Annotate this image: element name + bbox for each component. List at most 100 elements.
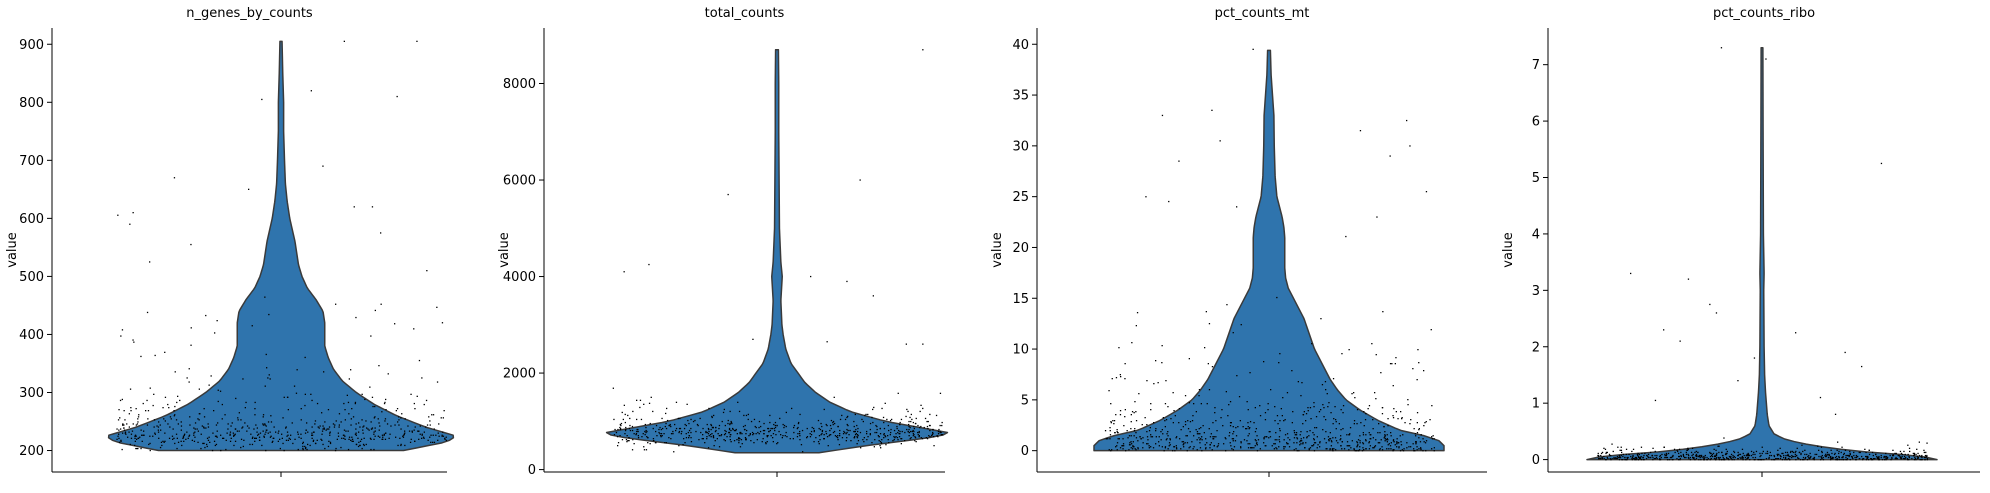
data-point xyxy=(1367,408,1369,410)
data-point xyxy=(750,420,753,423)
data-point xyxy=(1362,434,1365,436)
data-point xyxy=(1323,407,1325,409)
data-point xyxy=(876,431,878,434)
data-point xyxy=(1212,436,1214,438)
data-point xyxy=(397,421,399,423)
data-point xyxy=(1722,456,1724,459)
data-point-outlier xyxy=(1861,365,1863,368)
data-point xyxy=(1845,459,1847,461)
data-point xyxy=(708,407,710,410)
data-point xyxy=(1124,416,1126,418)
data-point xyxy=(915,441,917,443)
y-tick-label: 800 xyxy=(19,96,44,111)
data-point xyxy=(1284,446,1286,448)
data-point xyxy=(1808,458,1810,460)
data-point xyxy=(1133,446,1135,448)
data-point xyxy=(367,428,369,430)
data-point xyxy=(832,431,835,434)
data-point xyxy=(1384,440,1386,442)
data-point xyxy=(926,425,929,428)
data-point xyxy=(1249,443,1251,445)
data-point xyxy=(1130,447,1132,449)
data-point xyxy=(628,440,630,442)
data-point xyxy=(895,436,897,438)
data-point xyxy=(626,435,628,437)
data-point xyxy=(1175,437,1177,439)
data-point xyxy=(153,393,155,395)
data-point-outlier xyxy=(922,343,924,345)
data-point xyxy=(311,399,313,402)
data-point xyxy=(1913,452,1916,455)
data-point xyxy=(1866,458,1868,460)
data-point-outlier xyxy=(1720,47,1723,49)
data-point xyxy=(847,424,849,427)
data-point xyxy=(636,430,638,433)
data-point xyxy=(250,433,252,435)
strip-points xyxy=(1597,47,1929,461)
data-point xyxy=(1133,435,1135,437)
data-point xyxy=(302,447,304,450)
data-point xyxy=(1711,455,1714,458)
data-point xyxy=(271,441,273,443)
data-point-outlier xyxy=(190,243,192,246)
data-point xyxy=(1429,419,1431,421)
data-point xyxy=(125,433,127,435)
data-point xyxy=(1742,456,1744,459)
data-point xyxy=(785,425,787,428)
data-point xyxy=(744,424,746,427)
data-point xyxy=(658,431,660,434)
data-point xyxy=(436,381,439,383)
data-point-outlier xyxy=(623,271,625,273)
data-point xyxy=(1846,459,1848,461)
data-point xyxy=(1114,432,1116,434)
data-point xyxy=(212,432,214,434)
data-point xyxy=(390,425,392,427)
data-point xyxy=(1120,376,1122,378)
y-tick-label: 20 xyxy=(1012,241,1029,256)
data-point xyxy=(1116,449,1118,451)
data-point xyxy=(825,430,827,433)
data-point xyxy=(251,443,254,446)
data-point xyxy=(1619,455,1621,458)
data-point xyxy=(1826,454,1828,457)
data-point xyxy=(1628,453,1630,456)
data-point xyxy=(1781,452,1783,455)
data-point xyxy=(158,421,160,423)
data-point xyxy=(1108,449,1110,451)
data-point xyxy=(678,430,681,433)
data-point xyxy=(1726,450,1728,453)
data-point xyxy=(189,424,191,426)
data-point xyxy=(1926,442,1928,444)
data-point xyxy=(696,423,699,426)
data-point xyxy=(1741,448,1744,450)
data-point xyxy=(170,418,172,420)
data-point xyxy=(1377,442,1379,444)
data-point xyxy=(1259,405,1261,407)
data-point xyxy=(1184,424,1187,426)
data-point xyxy=(1881,459,1884,461)
data-point xyxy=(1279,441,1281,443)
data-point xyxy=(395,436,397,438)
data-point xyxy=(655,424,658,427)
data-point xyxy=(1384,431,1386,433)
data-point xyxy=(201,425,203,427)
data-point xyxy=(1713,455,1716,458)
data-point xyxy=(290,434,292,436)
data-point xyxy=(156,425,158,427)
data-point xyxy=(856,424,858,427)
data-point xyxy=(1684,456,1686,459)
data-point xyxy=(340,446,342,449)
data-point xyxy=(242,445,244,448)
data-point xyxy=(1388,448,1390,450)
data-point xyxy=(774,426,777,429)
data-point xyxy=(767,435,769,437)
data-point xyxy=(896,427,898,430)
data-point xyxy=(135,408,137,410)
y-tick-label: 25 xyxy=(1012,190,1029,205)
data-point xyxy=(283,396,285,398)
data-point xyxy=(1768,458,1770,460)
data-point xyxy=(1173,410,1175,412)
data-point xyxy=(1638,456,1640,459)
panel-title: pct_counts_ribo xyxy=(1713,6,1815,21)
data-point xyxy=(1917,452,1919,455)
